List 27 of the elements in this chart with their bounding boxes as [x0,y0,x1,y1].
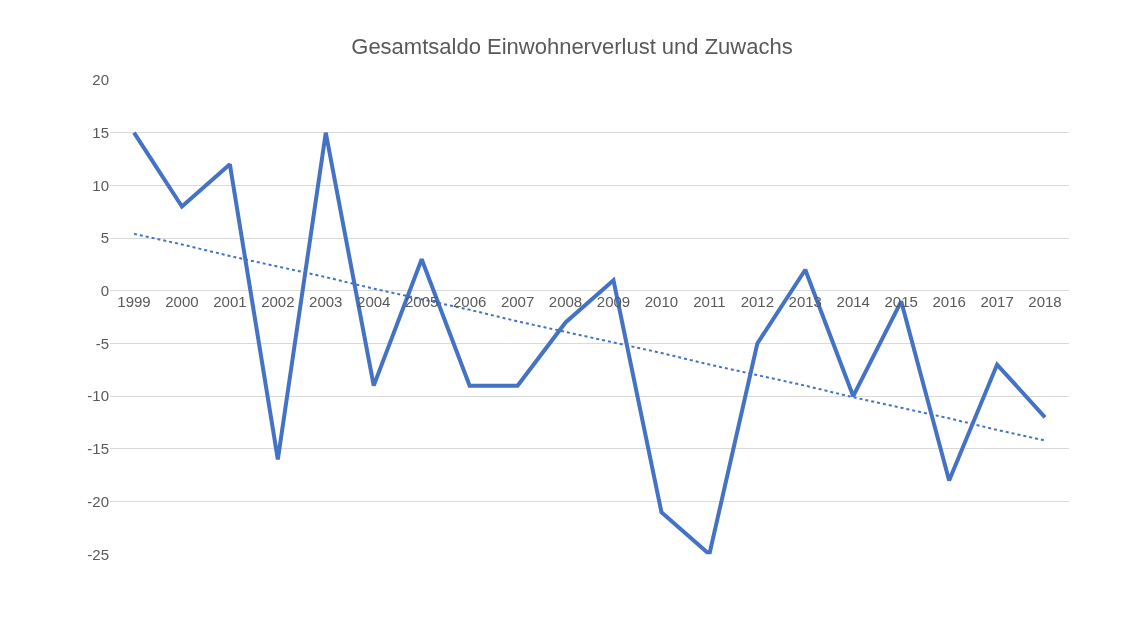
x-tick-label: 2017 [980,292,1014,310]
x-tick-label: 2016 [932,292,966,310]
x-tick-label: 2002 [261,292,295,310]
x-tick-label: 2015 [884,292,918,310]
x-tick-label: 2008 [548,292,583,310]
y-tick-label: 20 [92,71,109,89]
x-tick-label: 2001 [213,292,247,310]
y-tick-label: 10 [92,176,109,194]
x-tick-label: 2000 [165,292,199,310]
chart-title: Gesamtsaldo Einwohnerverlust und Zuwachs [351,33,793,59]
x-tick-label: 2012 [740,292,775,310]
y-tick-label: 15 [92,123,109,141]
y-tick-label: -20 [87,492,109,510]
x-tick-label: 2010 [644,292,679,310]
y-tick-label: -15 [87,440,109,458]
x-tick-label: 2003 [309,292,343,310]
y-tick-label: 0 [100,282,109,300]
x-tick-label: 2014 [836,292,870,310]
x-tick-label: 1999 [117,292,151,310]
x-tick-label: 2018 [1028,292,1062,310]
y-tick-label: -25 [87,545,109,563]
y-tick-label: -10 [87,387,109,405]
x-tick-label: 2007 [500,292,535,310]
x-tick-label: 2011 [693,292,726,310]
y-tick-label: -5 [95,334,109,352]
y-tick-label: 5 [100,229,109,247]
x-tick-label: 2006 [452,292,487,310]
